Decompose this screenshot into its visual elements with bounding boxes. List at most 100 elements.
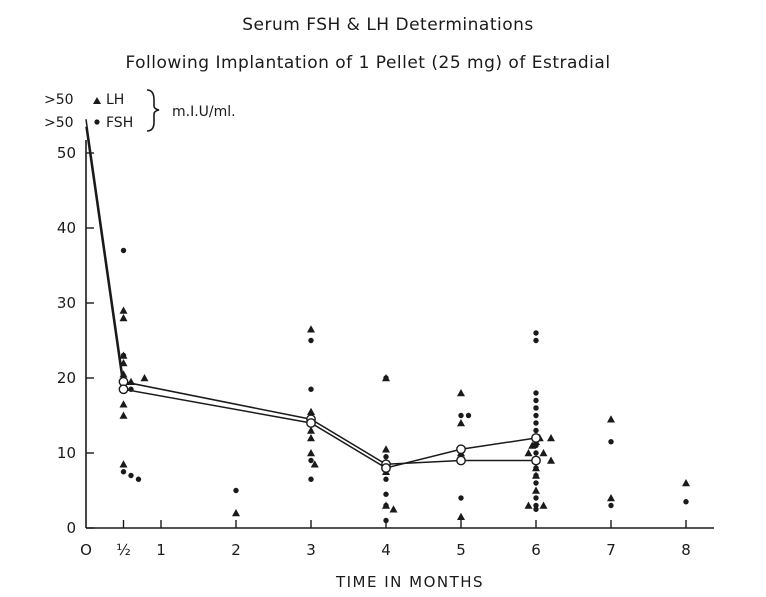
fsh-point bbox=[135, 476, 142, 482]
legend-unit: m.I.U/ml. bbox=[172, 104, 236, 120]
lh-point bbox=[539, 501, 548, 509]
fsh-point bbox=[383, 502, 389, 509]
x-tick-label: 7 bbox=[606, 541, 616, 559]
legend-fsh-marker bbox=[94, 119, 100, 125]
x-tick-label: 4 bbox=[381, 541, 391, 559]
lh-point bbox=[524, 501, 533, 509]
x-tick-label: 2 bbox=[231, 541, 241, 559]
lh-point bbox=[119, 411, 128, 419]
x-tick-label: O bbox=[80, 541, 92, 559]
fsh-point bbox=[533, 506, 539, 512]
fsh-point bbox=[533, 412, 539, 419]
fsh-point bbox=[533, 420, 539, 426]
lh-point bbox=[140, 374, 149, 382]
lh-point bbox=[457, 512, 465, 520]
fsh-mean-point bbox=[118, 384, 129, 395]
y-tick-label: 40 bbox=[57, 219, 76, 237]
fsh-point bbox=[383, 517, 389, 524]
line-fsh-mean bbox=[85, 126, 537, 469]
fsh-point bbox=[458, 495, 464, 501]
fsh-point bbox=[608, 439, 614, 445]
fsh-point bbox=[128, 386, 134, 392]
lh-mean-point bbox=[456, 455, 466, 466]
fsh-mean-point bbox=[456, 444, 466, 455]
fsh-point bbox=[308, 386, 314, 392]
y-tick-label: 0 bbox=[66, 519, 76, 537]
fsh-point bbox=[120, 469, 127, 475]
lh-point bbox=[307, 407, 315, 415]
y-tick-label: 20 bbox=[57, 369, 76, 387]
x-tick-label: 3 bbox=[306, 541, 316, 559]
fsh-point bbox=[533, 450, 539, 456]
lh-point bbox=[119, 370, 128, 378]
line-lh-mean bbox=[85, 119, 536, 466]
fsh-point bbox=[383, 454, 389, 460]
lh-point bbox=[310, 460, 319, 468]
fsh-point bbox=[533, 330, 539, 336]
fsh-mean-point bbox=[531, 433, 541, 443]
lh-point bbox=[307, 434, 315, 442]
fsh-point bbox=[233, 487, 239, 494]
legend: >50 LH >50 FSH m.I.U/ml. bbox=[44, 89, 236, 132]
fsh-point bbox=[533, 502, 539, 509]
lh-point bbox=[389, 505, 398, 513]
x-tick-label: 6 bbox=[531, 541, 541, 559]
data-points bbox=[118, 247, 690, 524]
fsh-point bbox=[308, 337, 314, 344]
fsh-point bbox=[308, 457, 314, 464]
lh-point bbox=[607, 415, 615, 423]
fsh-point bbox=[383, 375, 389, 381]
fsh-point bbox=[533, 427, 539, 434]
fsh-mean-point bbox=[306, 418, 316, 428]
fsh-mean-point bbox=[381, 463, 391, 473]
axes: 0 10 20 30 40 50 O ½ 1 2 3 4 5 6 7 8 bbox=[57, 140, 714, 559]
fsh-point bbox=[383, 476, 389, 482]
fsh-point bbox=[683, 499, 689, 505]
lh-point bbox=[547, 434, 555, 442]
x-tick-label: 8 bbox=[681, 541, 691, 559]
fsh-point bbox=[458, 412, 464, 419]
lh-point bbox=[127, 377, 135, 385]
legend-lh-prefix: >50 bbox=[44, 92, 74, 108]
fsh-point bbox=[533, 337, 539, 344]
fsh-point bbox=[533, 390, 539, 396]
lh-point bbox=[232, 509, 240, 517]
x-tick-label: 1 bbox=[156, 541, 166, 559]
lh-point bbox=[307, 426, 315, 434]
x-tick-label: ½ bbox=[116, 541, 131, 559]
lh-point bbox=[119, 400, 128, 408]
lh-point bbox=[524, 449, 533, 457]
lh-point bbox=[532, 486, 540, 494]
legend-fsh-label: FSH bbox=[106, 115, 133, 131]
fsh-point bbox=[533, 405, 539, 411]
series-lines bbox=[85, 119, 537, 469]
lh-point bbox=[119, 314, 128, 322]
lh-point bbox=[547, 456, 555, 464]
lh-point bbox=[607, 494, 615, 502]
lh-point bbox=[119, 306, 128, 314]
lh-mean-point bbox=[531, 455, 541, 466]
x-axis-label: TIME IN MONTHS bbox=[335, 573, 484, 591]
fsh-point bbox=[533, 397, 539, 404]
lh-point bbox=[307, 449, 315, 457]
lh-point bbox=[119, 460, 128, 468]
fsh-point bbox=[120, 247, 127, 254]
x-tick-label: 5 bbox=[456, 541, 466, 559]
lh-point bbox=[457, 389, 465, 397]
y-tick-label: 10 bbox=[57, 444, 76, 462]
lh-point bbox=[682, 479, 690, 487]
legend-fsh-prefix: >50 bbox=[44, 115, 74, 131]
fsh-point bbox=[383, 491, 389, 497]
legend-brace bbox=[146, 89, 160, 132]
lh-point bbox=[382, 445, 390, 453]
fsh-point bbox=[465, 412, 472, 419]
lh-point bbox=[457, 419, 465, 427]
fsh-point bbox=[533, 465, 539, 471]
fsh-point bbox=[120, 352, 127, 359]
fsh-point bbox=[533, 442, 539, 449]
fsh-point bbox=[533, 480, 539, 486]
y-tick-label: 50 bbox=[57, 144, 76, 162]
lh-point bbox=[539, 449, 548, 457]
fsh-point bbox=[308, 476, 314, 482]
